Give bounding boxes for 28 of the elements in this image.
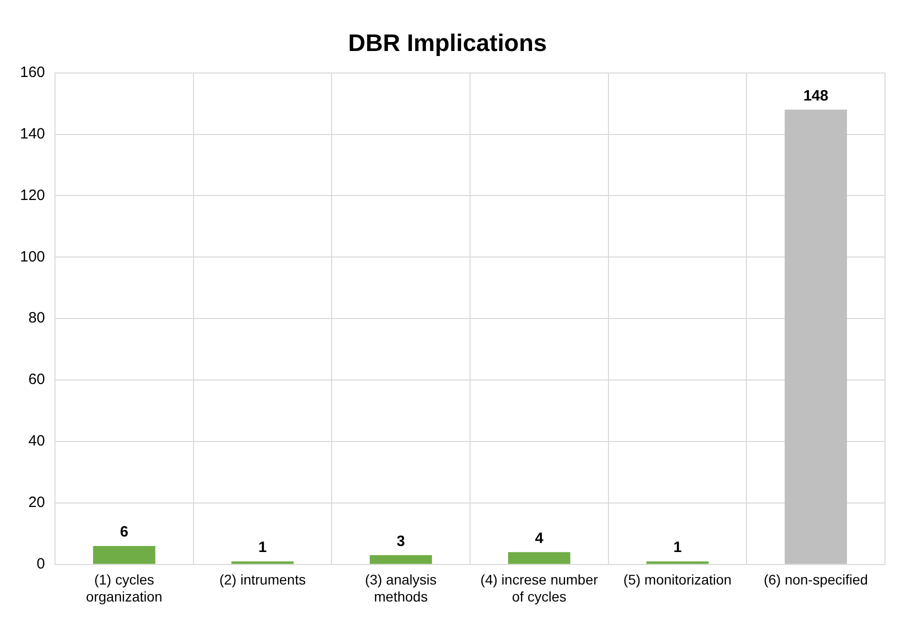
- bar: [508, 552, 570, 564]
- data-label: 6: [120, 524, 128, 541]
- data-label: 3: [396, 532, 406, 550]
- y-tick-label: 120: [20, 186, 46, 204]
- y-tick-label: 140: [20, 125, 46, 142]
- x-tick-label: (5) monitorization: [623, 572, 732, 588]
- y-tick-label: 100: [20, 248, 46, 266]
- data-label: 148: [803, 87, 828, 104]
- bar: [231, 561, 294, 564]
- bar: [370, 555, 432, 564]
- y-tick-label: 60: [28, 371, 46, 388]
- data-label: 1: [258, 538, 267, 556]
- bar: [646, 561, 709, 564]
- chart-title: DBR Implications: [348, 30, 547, 58]
- x-tick-label: (1) cycles organization: [86, 572, 162, 604]
- y-tick-label: 80: [28, 310, 46, 327]
- x-tick-label: (4) increse number of cycles: [480, 572, 598, 604]
- data-label: 1: [673, 538, 682, 556]
- y-tick-label: 0: [36, 556, 46, 573]
- y-tick-label: 160: [20, 64, 46, 81]
- x-tick-label: (2) intruments: [219, 572, 306, 588]
- x-tick-label: (6) non-specified: [764, 572, 868, 588]
- y-tick-label: 20: [28, 494, 46, 512]
- bar: [93, 546, 156, 564]
- y-tick-label: 40: [28, 432, 46, 450]
- data-label: 4: [535, 530, 544, 547]
- bar: [784, 110, 847, 564]
- x-tick-label: (3) analysis methods: [365, 572, 437, 604]
